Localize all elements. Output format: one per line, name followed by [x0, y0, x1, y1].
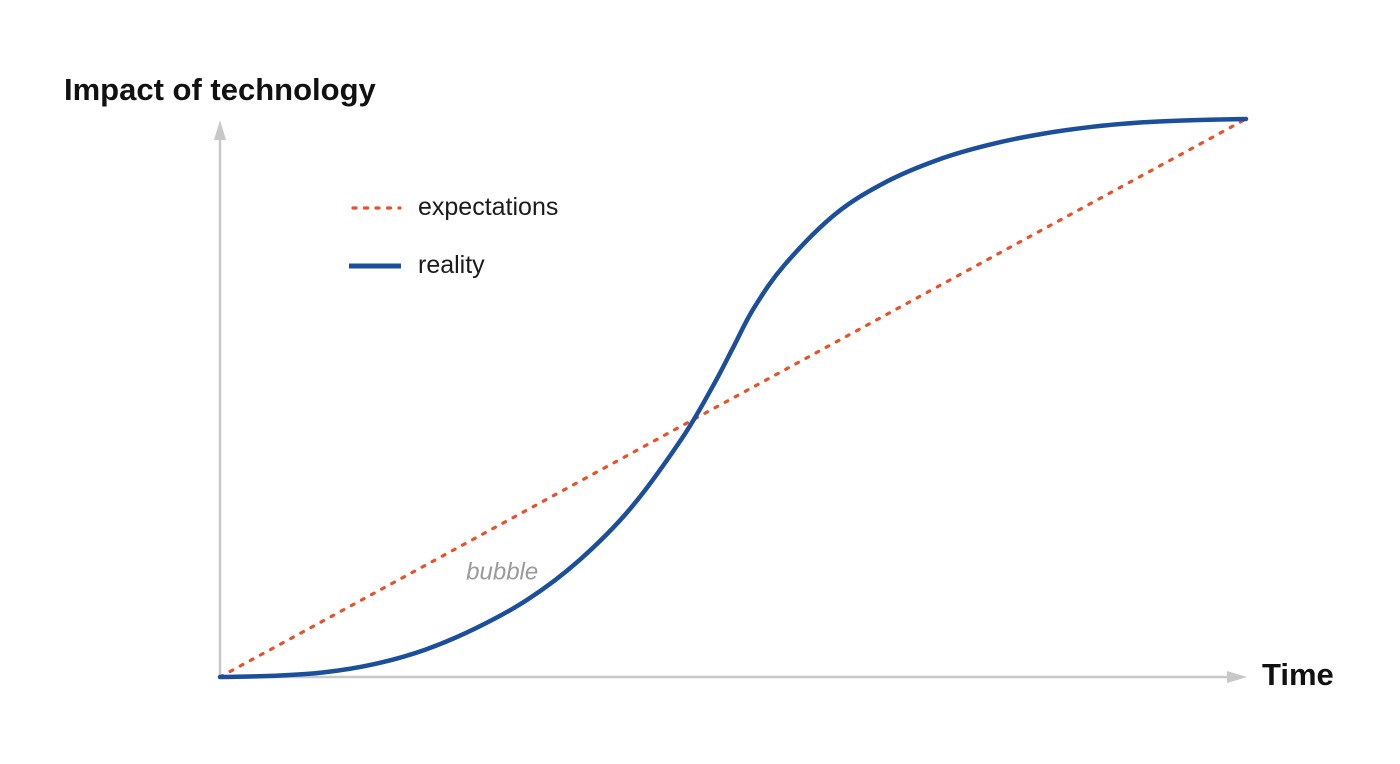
series-reality-line [217, 116, 1249, 680]
series-expectations-line [218, 117, 1248, 679]
y-axis-arrow [214, 120, 226, 140]
legend-label-expectations: expectations [418, 193, 558, 221]
legend: expectations reality [349, 193, 558, 279]
y-axis-label: Impact of technology [64, 72, 377, 107]
x-axis-label: Time [1262, 657, 1334, 692]
legend-label-reality: reality [418, 251, 485, 279]
annotation-bubble: bubble [466, 558, 538, 585]
x-axis-arrow [1227, 671, 1247, 683]
